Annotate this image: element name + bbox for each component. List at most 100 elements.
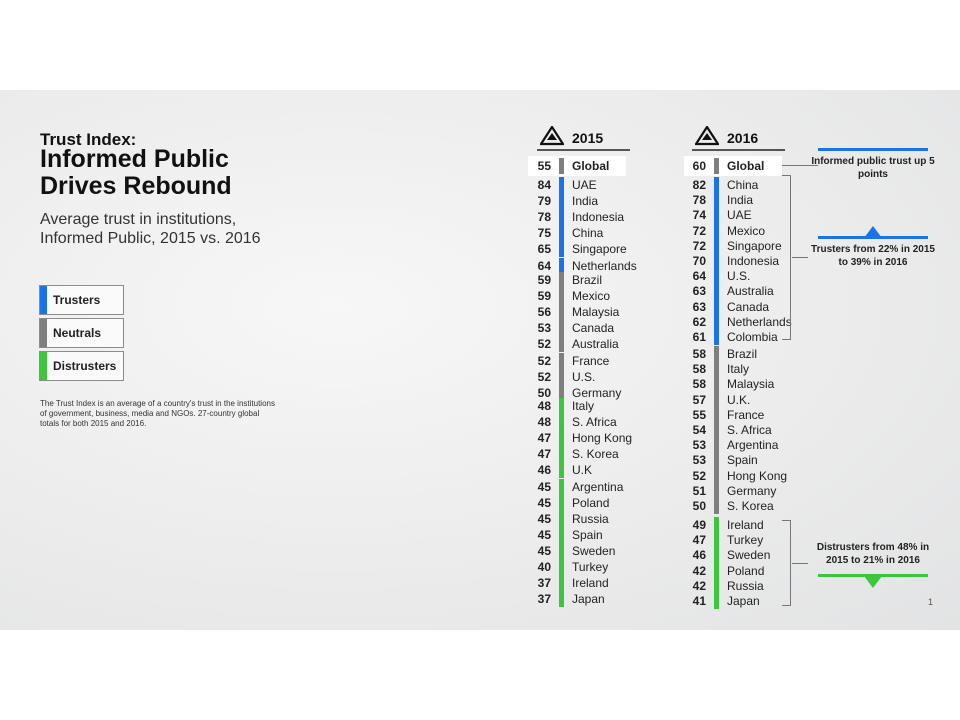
trust-value: 50 bbox=[692, 499, 706, 513]
trust-value: 65 bbox=[537, 242, 551, 257]
category-bar bbox=[714, 577, 719, 594]
trust-value: 47 bbox=[692, 533, 706, 548]
category-bar bbox=[714, 391, 719, 408]
trust-value: 37 bbox=[537, 576, 551, 591]
country-row: 47 Turkey bbox=[684, 532, 814, 549]
subtitle: Average trust in institutions, Informed … bbox=[40, 211, 261, 247]
trusters-line bbox=[818, 236, 928, 239]
country-name: Sweden bbox=[572, 543, 616, 558]
trust-value: 63 bbox=[692, 299, 706, 314]
country-row: 78 Indonesia bbox=[529, 209, 659, 226]
category-bar bbox=[714, 376, 719, 393]
distrusters-connector bbox=[792, 563, 808, 564]
trust-value: 53 bbox=[537, 321, 551, 336]
country-row: 45 Poland bbox=[529, 494, 659, 511]
country-name: Russia bbox=[572, 511, 609, 526]
country-name: U.S. bbox=[572, 369, 596, 384]
country-row: 48 S. Africa bbox=[529, 414, 659, 431]
trust-value: 41 bbox=[692, 594, 706, 608]
trust-value: 62 bbox=[692, 314, 706, 329]
trust-value: 37 bbox=[537, 592, 551, 607]
country-name: Global bbox=[572, 159, 610, 173]
country-name: Australia bbox=[572, 337, 619, 352]
legend-label: Neutrals bbox=[53, 326, 102, 340]
trust-value: 58 bbox=[692, 347, 706, 361]
trust-value: 78 bbox=[537, 210, 551, 225]
trust-value: 52 bbox=[537, 337, 551, 352]
country-row: 63 Canada bbox=[684, 298, 814, 315]
country-name: U.K bbox=[572, 463, 593, 478]
trust-value: 82 bbox=[692, 178, 706, 192]
country-row: 70 Indonesia bbox=[684, 253, 814, 269]
category-bar bbox=[714, 467, 719, 484]
divider bbox=[537, 149, 630, 151]
informed-connector bbox=[782, 165, 818, 166]
category-bar bbox=[714, 177, 719, 193]
country-name: Poland bbox=[572, 495, 610, 510]
category-bar bbox=[714, 361, 719, 378]
trust-value: 47 bbox=[537, 447, 551, 462]
country-row: 53 Canada bbox=[529, 320, 659, 337]
country-name: U.K. bbox=[727, 392, 751, 407]
country-row: 42 Poland bbox=[684, 562, 814, 579]
country-row: 52 Australia bbox=[529, 336, 659, 353]
country-name: Indonesia bbox=[572, 210, 625, 225]
country-row: 50 S. Korea bbox=[684, 498, 814, 514]
country-row: 37 Ireland bbox=[529, 575, 659, 592]
category-bar bbox=[559, 526, 564, 543]
trust-value: 64 bbox=[692, 269, 706, 284]
country-name: Italy bbox=[572, 399, 595, 413]
trust-value: 70 bbox=[692, 254, 706, 268]
country-row: 75 China bbox=[529, 225, 659, 242]
down-arrow-icon bbox=[864, 576, 882, 588]
country-name: Spain bbox=[572, 527, 603, 542]
legend-distrusters: Distrusters bbox=[39, 351, 124, 381]
distrusters-bracket bbox=[782, 520, 791, 606]
country-row: 59 Brazil bbox=[529, 272, 659, 288]
trust-triangle-icon bbox=[695, 126, 719, 146]
country-row: 57 U.K. bbox=[684, 391, 814, 408]
country-name: S. Korea bbox=[572, 447, 619, 462]
category-bar bbox=[559, 462, 564, 479]
trust-value: 40 bbox=[537, 560, 551, 574]
country-row: 45 Sweden bbox=[529, 542, 659, 559]
country-row: 47 Hong Kong bbox=[529, 430, 659, 447]
trust-value: 46 bbox=[537, 463, 551, 478]
trust-value: 52 bbox=[692, 468, 706, 483]
trust-value: 45 bbox=[537, 511, 551, 526]
trust-value: 52 bbox=[537, 353, 551, 368]
slide: Trust Index: Informed Public Drives Rebo… bbox=[0, 90, 960, 630]
country-name: Malaysia bbox=[572, 305, 620, 320]
country-name: Turkey bbox=[727, 533, 764, 548]
category-bar bbox=[559, 494, 564, 511]
year-label: 2015 bbox=[572, 130, 604, 146]
country-name: Mexico bbox=[727, 223, 766, 238]
country-name: Argentina bbox=[727, 438, 779, 453]
trust-value: 55 bbox=[537, 159, 551, 173]
country-row: 58 Italy bbox=[684, 361, 814, 378]
country-row: 52 U.S. bbox=[529, 368, 659, 385]
country-name: Global bbox=[727, 159, 765, 173]
category-bar bbox=[559, 257, 564, 274]
global-row: 60 Global bbox=[684, 158, 814, 174]
country-row: 58 Brazil bbox=[684, 346, 814, 362]
country-name: India bbox=[727, 193, 754, 208]
category-bar bbox=[714, 406, 719, 423]
category-bar bbox=[559, 398, 564, 414]
up-arrow-icon bbox=[864, 226, 882, 238]
country-row: 51 Germany bbox=[684, 482, 814, 499]
country-row: 49 Ireland bbox=[684, 517, 814, 533]
trust-value: 56 bbox=[537, 305, 551, 320]
informed-annotation: Informed public trust up 5 points bbox=[811, 156, 935, 180]
country-row: 64 Netherlands bbox=[529, 257, 659, 274]
country-row: 46 Sweden bbox=[684, 547, 814, 564]
country-row: 47 S. Korea bbox=[529, 446, 659, 463]
trust-value: 51 bbox=[692, 483, 706, 498]
trust-value: 47 bbox=[537, 431, 551, 446]
category-bar bbox=[714, 437, 719, 454]
country-name: Ireland bbox=[727, 518, 764, 532]
country-row: 46 U.K bbox=[529, 462, 659, 479]
year-header-2016: 2016 bbox=[692, 126, 790, 151]
trust-value: 63 bbox=[692, 284, 706, 299]
page-number: 1 bbox=[928, 597, 934, 607]
